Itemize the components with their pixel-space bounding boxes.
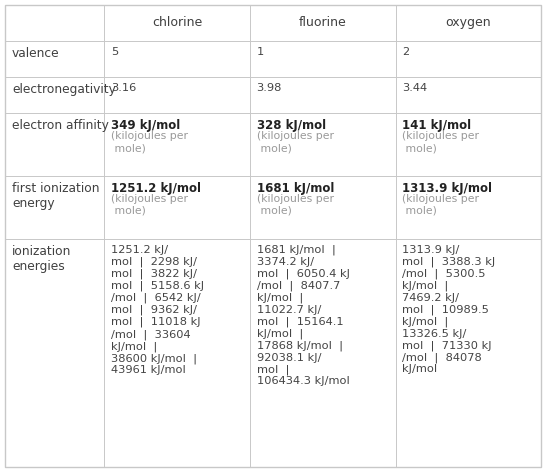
Text: 1251.2 kJ/
mol  |  2298 kJ/
mol  |  3822 kJ/
mol  |  5158.6 kJ
/mol  |  6542 kJ/: 1251.2 kJ/ mol | 2298 kJ/ mol | 3822 kJ/… — [111, 245, 204, 375]
Text: (kilojoules per
 mole): (kilojoules per mole) — [402, 194, 479, 216]
Text: 3.98: 3.98 — [257, 83, 282, 93]
Text: chlorine: chlorine — [152, 17, 203, 29]
Text: electron affinity: electron affinity — [12, 119, 109, 132]
Text: oxygen: oxygen — [445, 17, 491, 29]
Text: (kilojoules per
 mole): (kilojoules per mole) — [402, 131, 479, 153]
Text: (kilojoules per
 mole): (kilojoules per mole) — [111, 194, 188, 216]
Text: 1251.2 kJ/mol: 1251.2 kJ/mol — [111, 182, 201, 195]
Text: (kilojoules per
 mole): (kilojoules per mole) — [111, 131, 188, 153]
Text: 1: 1 — [257, 47, 264, 57]
Text: valence: valence — [12, 47, 60, 59]
Text: 141 kJ/mol: 141 kJ/mol — [402, 119, 471, 132]
Text: (kilojoules per
 mole): (kilojoules per mole) — [257, 131, 334, 153]
Text: 2: 2 — [402, 47, 409, 57]
Text: 1681 kJ/mol: 1681 kJ/mol — [257, 182, 334, 195]
Text: 328 kJ/mol: 328 kJ/mol — [257, 119, 325, 132]
Text: (kilojoules per
 mole): (kilojoules per mole) — [257, 194, 334, 216]
Text: ionization
energies: ionization energies — [12, 245, 72, 273]
Text: electronegativity: electronegativity — [12, 83, 116, 96]
Text: 3.16: 3.16 — [111, 83, 136, 93]
Text: first ionization
energy: first ionization energy — [12, 182, 99, 210]
Text: 349 kJ/mol: 349 kJ/mol — [111, 119, 180, 132]
Text: 3.44: 3.44 — [402, 83, 427, 93]
Text: 5: 5 — [111, 47, 118, 57]
Text: 1313.9 kJ/
mol  |  3388.3 kJ
/mol  |  5300.5
kJ/mol  |
7469.2 kJ/
mol  |  10989.: 1313.9 kJ/ mol | 3388.3 kJ /mol | 5300.5… — [402, 245, 495, 374]
Text: fluorine: fluorine — [299, 17, 347, 29]
Text: 1313.9 kJ/mol: 1313.9 kJ/mol — [402, 182, 492, 195]
Text: 1681 kJ/mol  |
3374.2 kJ/
mol  |  6050.4 kJ
/mol  |  8407.7
kJ/mol  |
11022.7 kJ: 1681 kJ/mol | 3374.2 kJ/ mol | 6050.4 kJ… — [257, 245, 349, 387]
